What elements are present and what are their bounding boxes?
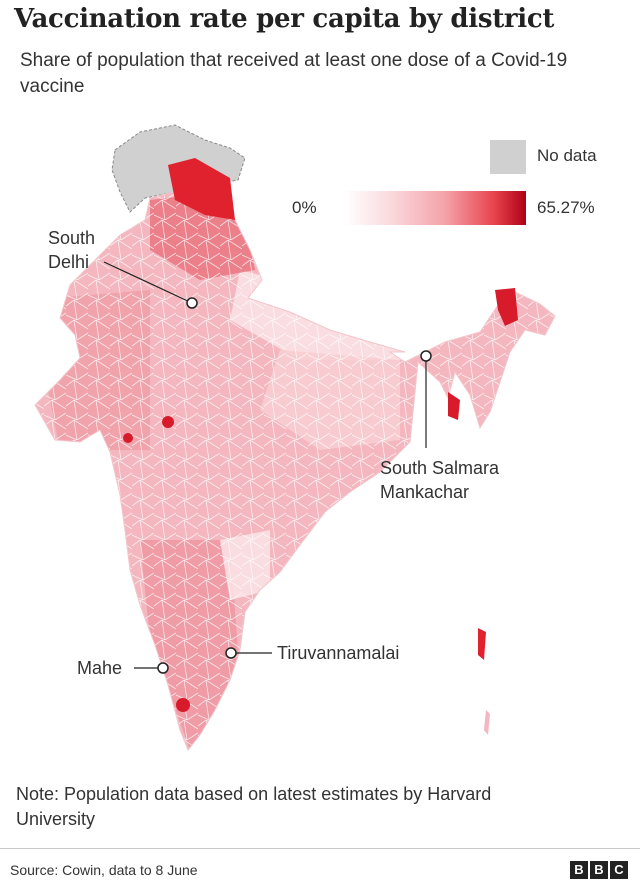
nicobar-islands <box>484 710 490 735</box>
callout-south-salmara-line2: Mankachar <box>380 482 470 502</box>
callout-south-salmara: South Salmara Mankachar <box>380 456 499 504</box>
kerala-hotspot <box>176 698 190 712</box>
ladakh-region-high <box>168 158 235 220</box>
tiruvannamalai-marker <box>225 647 237 659</box>
bbc-logo-letter: B <box>570 861 588 879</box>
south-salmara-marker <box>420 350 432 362</box>
goa-hotspot <box>123 433 133 443</box>
bbc-logo-letter: B <box>590 861 608 879</box>
callout-tiruvannamalai: Tiruvannamalai <box>277 643 400 663</box>
callout-south-delhi-line1: South <box>48 228 96 248</box>
legend-color-scale <box>345 191 526 225</box>
andaman-islands <box>478 628 486 660</box>
district-boundaries <box>35 188 555 750</box>
callout-south-salmara-line1: South Salmara <box>380 458 500 478</box>
chart-title: Vaccination rate per capita by district <box>14 4 555 34</box>
bbc-logo: B B C <box>570 861 628 879</box>
callout-south-delhi-line2: Delhi <box>48 252 90 272</box>
central-hotspot <box>162 416 174 428</box>
callout-mahe: Mahe <box>77 658 123 678</box>
south-delhi-leader-line <box>103 261 193 304</box>
legend-max-label: 65.27% <box>537 198 595 217</box>
south-delhi-marker <box>186 297 198 309</box>
legend-min-label: 0% <box>292 198 317 217</box>
callout-south-delhi: South Delhi <box>48 226 95 274</box>
legend-no-data-swatch <box>490 140 526 174</box>
mizoram-hotspot <box>448 392 460 420</box>
india-district-map <box>34 124 556 751</box>
northeast-hotspot <box>495 288 518 326</box>
chart-subtitle: Share of population that received at lea… <box>20 50 568 97</box>
bbc-logo-letter: C <box>610 861 628 879</box>
legend-no-data-label: No data <box>537 146 597 165</box>
mahe-marker <box>157 662 169 674</box>
footnote: Note: Population data based on latest es… <box>16 784 492 829</box>
source-credit: Source: Cowin, data to 8 June <box>10 862 198 878</box>
footer-divider <box>0 848 640 849</box>
